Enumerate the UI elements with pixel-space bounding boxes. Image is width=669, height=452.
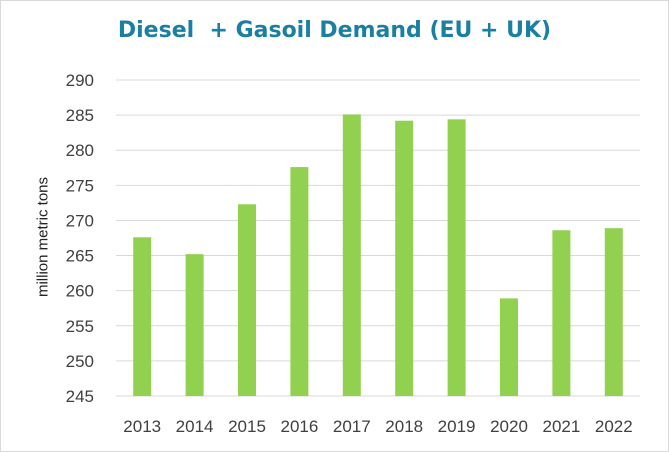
x-tick-label: 2013	[123, 417, 161, 436]
bar-2017	[342, 114, 361, 397]
y-tick-label: 270	[66, 211, 94, 230]
y-tick-label: 265	[66, 247, 94, 266]
chart-title: Diesel + Gasoil Demand (EU + UK)	[117, 18, 552, 43]
y-tick-label: 250	[66, 352, 94, 371]
x-tick-label: 2017	[333, 417, 371, 436]
x-tick-label: 2020	[490, 417, 528, 436]
bar-2020	[500, 298, 518, 396]
x-tick-label: 2022	[595, 417, 633, 436]
y-tick-label: 260	[66, 282, 94, 301]
bar-2015	[238, 204, 256, 396]
bar-2022	[604, 228, 623, 396]
y-tick-label: 285	[66, 106, 94, 125]
bar-2021	[552, 230, 571, 396]
y-tick-labels: 245 250 255 260 265 270 275 280 285 290	[66, 71, 94, 406]
bar-2019	[447, 119, 466, 396]
bar-2014	[185, 254, 204, 396]
y-tick-label: 245	[66, 387, 94, 406]
x-tick-label: 2019	[438, 417, 476, 436]
bar-2018	[395, 120, 414, 397]
bar-2016	[290, 167, 309, 396]
y-tick-label: 275	[66, 176, 94, 195]
bar-2013	[133, 237, 152, 396]
x-tick-label: 2021	[542, 417, 580, 436]
x-tick-label: 2015	[228, 417, 266, 436]
y-tick-label: 280	[66, 141, 94, 160]
y-tick-label: 255	[66, 317, 94, 336]
x-tick-labels: 2013 2014 2015 2016 2017 2018 2019 2020 2021 2022	[123, 417, 632, 436]
x-tick-label: 2014	[176, 417, 214, 436]
y-tick-label: 290	[66, 71, 94, 90]
x-tick-label: 2016	[280, 417, 318, 436]
x-tick-label: 2018	[385, 417, 423, 436]
bars	[133, 114, 623, 397]
